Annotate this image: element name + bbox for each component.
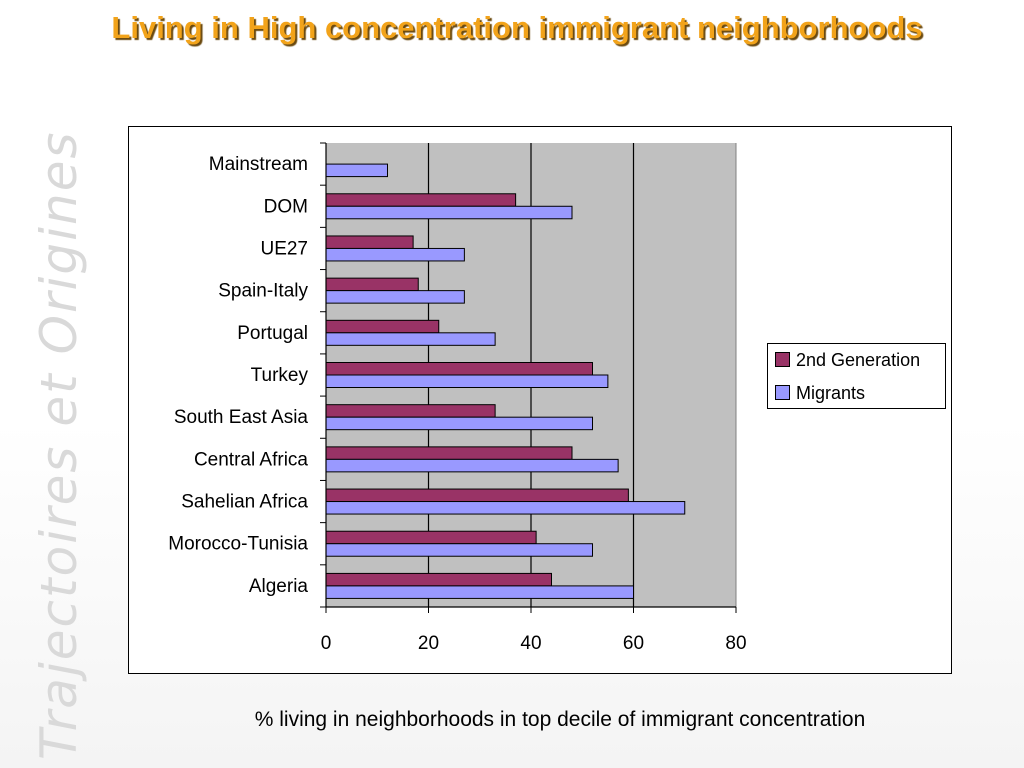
bar-second-generation-5	[325, 362, 593, 376]
x-tick-label-0: 0	[321, 633, 332, 654]
bar-second-generation-9	[325, 530, 537, 545]
legend-label-2nd-generation: 2nd Generation	[796, 350, 921, 370]
bar-migrants-6	[325, 416, 593, 431]
x-tick-label-3: 60	[623, 633, 644, 654]
x-tick-label-2: 40	[520, 633, 541, 654]
slide-title: Living in High concentration immigrant n…	[111, 10, 923, 45]
category-label-6: South East Asia	[174, 407, 309, 428]
category-label-4: Portugal	[237, 323, 308, 344]
legend-label-migrants: Migrants	[796, 383, 866, 403]
chart-caption: % living in neighborhoods in top decile …	[254, 708, 866, 731]
category-label-10: Algeria	[249, 576, 309, 597]
bar-second-generation-1	[325, 193, 517, 207]
bar-second-generation-2	[325, 235, 414, 249]
bar-migrants-8	[325, 501, 686, 515]
category-label-7: Central Africa	[194, 449, 308, 470]
bar-migrants-1	[325, 205, 573, 220]
legend-swatch-2nd-generation	[775, 352, 790, 367]
bar-second-generation-3	[325, 277, 419, 292]
category-label-1: DOM	[264, 196, 308, 217]
category-label-5: Turkey	[251, 365, 309, 386]
bar-migrants-7	[325, 458, 619, 473]
category-label-0: Mainstream	[209, 154, 308, 175]
bar-second-generation-6	[325, 404, 496, 418]
legend-swatch-migrants	[775, 385, 790, 400]
bar-migrants-0	[325, 163, 388, 178]
legend-item-migrants: Migrants	[775, 383, 865, 404]
bar-migrants-4	[325, 332, 496, 346]
x-tick-label-4: 80	[725, 633, 746, 654]
bar-migrants-2	[325, 247, 465, 262]
x-tick-label-1: 20	[418, 633, 439, 654]
category-label-9: Morocco-Tunisia	[168, 534, 308, 555]
bar-migrants-9	[325, 543, 593, 557]
bar-migrants-5	[325, 374, 609, 388]
bar-second-generation-8	[325, 488, 629, 503]
category-label-2: UE27	[260, 238, 308, 259]
bar-migrants-3	[325, 290, 465, 304]
chart-legend: 2nd Generation Migrants	[767, 343, 946, 409]
bar-second-generation-7	[325, 446, 573, 460]
legend-item-2nd-generation: 2nd Generation	[775, 350, 920, 371]
category-label-8: Sahelian Africa	[181, 492, 308, 513]
category-label-3: Spain-Italy	[218, 281, 308, 302]
bar-migrants-10	[325, 585, 634, 599]
bar-second-generation-10	[325, 572, 552, 587]
bar-second-generation-4	[325, 319, 440, 334]
